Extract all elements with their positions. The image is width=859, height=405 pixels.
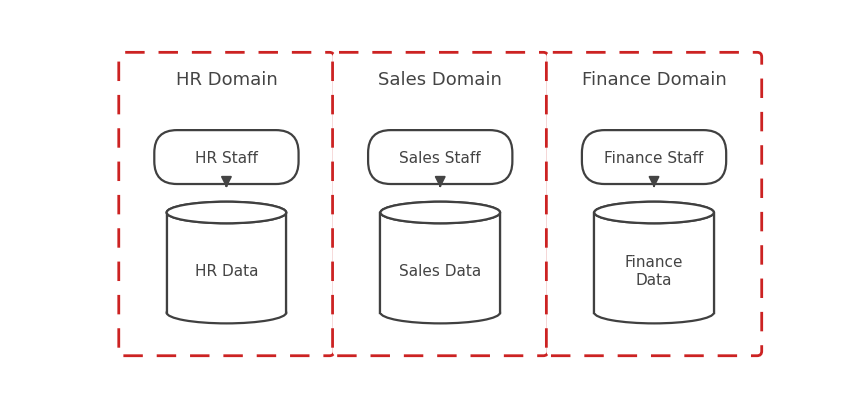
Text: Sales Domain: Sales Domain <box>378 70 503 88</box>
Polygon shape <box>381 213 500 313</box>
Text: Finance Staff: Finance Staff <box>605 150 704 165</box>
Ellipse shape <box>381 302 500 324</box>
Ellipse shape <box>167 302 286 324</box>
Ellipse shape <box>594 202 714 224</box>
FancyBboxPatch shape <box>546 53 762 356</box>
Polygon shape <box>594 213 714 313</box>
Ellipse shape <box>381 202 500 224</box>
Text: Sales Staff: Sales Staff <box>399 150 481 165</box>
Polygon shape <box>381 213 499 313</box>
Ellipse shape <box>167 202 286 224</box>
Text: HR Domain: HR Domain <box>175 70 277 88</box>
FancyBboxPatch shape <box>369 131 512 185</box>
FancyBboxPatch shape <box>119 53 334 356</box>
FancyBboxPatch shape <box>582 131 726 185</box>
Text: HR Data: HR Data <box>195 263 259 278</box>
Ellipse shape <box>167 202 286 224</box>
Text: HR Staff: HR Staff <box>195 150 258 165</box>
Text: Finance
Data: Finance Data <box>624 255 683 287</box>
FancyBboxPatch shape <box>332 53 548 356</box>
Text: Finance Domain: Finance Domain <box>582 70 727 88</box>
FancyBboxPatch shape <box>155 131 299 185</box>
Polygon shape <box>168 213 285 313</box>
Polygon shape <box>167 213 286 313</box>
Ellipse shape <box>594 202 714 224</box>
Polygon shape <box>595 213 713 313</box>
Text: Sales Data: Sales Data <box>399 263 481 278</box>
Ellipse shape <box>381 202 500 224</box>
Ellipse shape <box>594 302 714 324</box>
